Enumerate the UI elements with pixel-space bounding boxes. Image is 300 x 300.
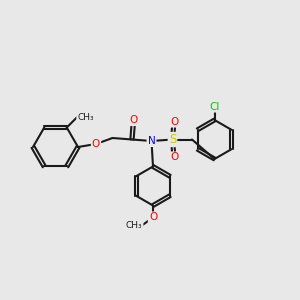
Text: S: S bbox=[169, 133, 176, 146]
Text: CH₃: CH₃ bbox=[126, 220, 142, 230]
Text: N: N bbox=[148, 136, 155, 146]
Text: O: O bbox=[129, 115, 138, 125]
Text: O: O bbox=[170, 152, 178, 163]
Text: O: O bbox=[170, 116, 178, 127]
Text: CH₃: CH₃ bbox=[77, 112, 94, 122]
Text: Cl: Cl bbox=[209, 101, 220, 112]
Text: O: O bbox=[92, 139, 100, 149]
Text: O: O bbox=[149, 212, 157, 223]
